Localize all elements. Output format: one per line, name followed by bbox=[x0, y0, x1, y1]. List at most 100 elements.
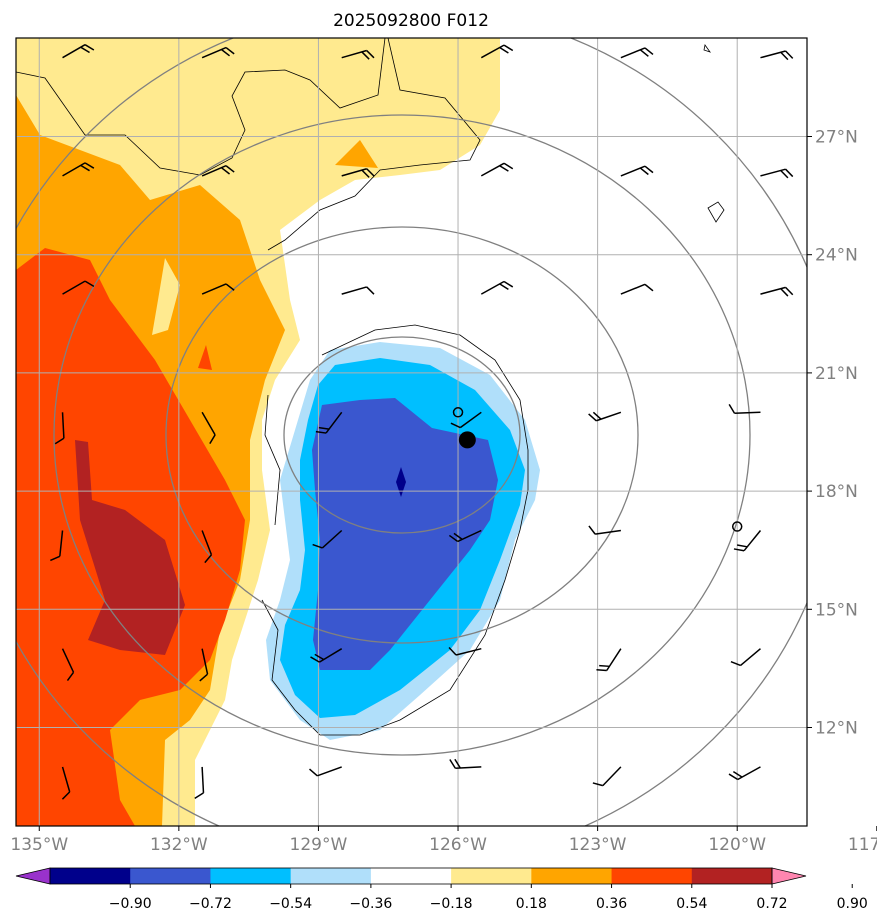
reference-point-marker bbox=[731, 521, 743, 532]
y-tick-label: 27°N bbox=[815, 128, 858, 148]
colorbar-segment bbox=[210, 868, 292, 884]
wind-barb bbox=[61, 766, 71, 800]
map-area bbox=[16, 38, 877, 826]
colorbar-tick-label: −0.36 bbox=[349, 896, 392, 912]
colorbar-over-extend bbox=[771, 867, 807, 885]
wind-barb bbox=[201, 411, 216, 445]
y-tick-label: 21°N bbox=[815, 364, 858, 384]
colorbar-segment bbox=[290, 868, 372, 884]
markers bbox=[452, 407, 743, 532]
wind-barbs bbox=[50, 44, 877, 800]
x-tick-label: 117°W bbox=[848, 835, 877, 855]
x-tick-label: 129°W bbox=[290, 835, 348, 855]
colorbar-segment bbox=[531, 868, 613, 884]
colorbar-under-extend bbox=[15, 867, 51, 885]
wind-barb bbox=[760, 286, 794, 297]
wind-barb bbox=[760, 50, 794, 61]
wind-barb bbox=[448, 646, 482, 656]
colorbar-segment bbox=[451, 868, 532, 884]
wind-barb bbox=[341, 168, 375, 178]
range-ring-9deg bbox=[53, 114, 751, 756]
x-tick-label: 132°W bbox=[150, 835, 208, 855]
wind-barb bbox=[728, 404, 761, 414]
wind-barb bbox=[448, 529, 482, 543]
colorbar-tick-label: 0.54 bbox=[676, 896, 707, 912]
wind-barb bbox=[620, 165, 654, 177]
wind-barb bbox=[50, 530, 64, 562]
wind-barb bbox=[312, 529, 343, 549]
wind-barb bbox=[596, 648, 622, 672]
wind-barb bbox=[480, 162, 514, 177]
wind-barb bbox=[341, 49, 375, 60]
contour-fill-neg0p54 bbox=[312, 398, 498, 670]
wind-barb bbox=[450, 411, 482, 429]
wind-barb bbox=[341, 286, 375, 295]
colorbar-tick-label: 0.72 bbox=[756, 896, 787, 912]
contour-lines bbox=[16, 38, 725, 736]
wind-barb bbox=[760, 168, 794, 179]
y-tick-label: 18°N bbox=[815, 482, 858, 502]
contour-fill-0p72 bbox=[75, 440, 185, 655]
colorbar-tick-label: −0.54 bbox=[269, 896, 312, 912]
colorbar-segment bbox=[370, 868, 452, 884]
colorbar: −0.90 −0.72 −0.54 −0.36 −0.18 0.18 0.36 0.54 0.7… bbox=[15, 867, 868, 912]
colorbar-segment bbox=[50, 868, 131, 884]
wind-barb bbox=[449, 758, 482, 770]
wind-barb bbox=[588, 525, 621, 535]
storm-center-marker bbox=[458, 431, 476, 449]
range-ring-3deg bbox=[283, 336, 521, 534]
wind-barb bbox=[194, 766, 205, 799]
colorbar-segment bbox=[691, 868, 773, 884]
range-ring-6deg bbox=[165, 226, 639, 644]
wind-barb bbox=[309, 766, 342, 777]
wind-barb bbox=[588, 411, 622, 422]
wind-barb bbox=[201, 46, 235, 59]
colorbar-tick-label: −0.72 bbox=[189, 896, 232, 912]
wind-barb bbox=[61, 648, 75, 682]
colorbar-tick-label: −0.90 bbox=[109, 896, 152, 912]
wind-barb bbox=[728, 766, 761, 781]
axis-ticks: 135°W 132°W 129°W 126°W 123°W 120°W 117°W 27°N 2… bbox=[10, 128, 877, 855]
y-tick-label: 12°N bbox=[815, 719, 858, 739]
wind-barb bbox=[620, 283, 654, 295]
wind-barb bbox=[315, 411, 343, 434]
contour-fill-0p36-island bbox=[335, 140, 378, 168]
y-tick-label: 24°N bbox=[815, 246, 858, 266]
wind-barb bbox=[199, 648, 209, 682]
x-tick-label: 120°W bbox=[708, 835, 766, 855]
wind-barb bbox=[869, 523, 877, 548]
map-frame bbox=[15, 37, 808, 827]
wind-barb bbox=[201, 530, 213, 564]
wind-barb bbox=[480, 44, 514, 59]
x-tick-label: 123°W bbox=[569, 835, 627, 855]
colorbar-segment bbox=[611, 868, 693, 884]
wind-barb bbox=[480, 280, 514, 295]
colorbar-tick-label: 0.18 bbox=[516, 896, 547, 912]
contour-fill-0p18-hole bbox=[152, 258, 180, 335]
chart-title: 2025092800 F012 bbox=[333, 11, 489, 31]
wind-barb bbox=[54, 412, 65, 445]
x-tick-label: 135°W bbox=[10, 835, 68, 855]
wind-barb bbox=[62, 162, 95, 177]
wind-barb bbox=[592, 766, 622, 787]
colorbar-segment bbox=[130, 868, 211, 884]
y-tick-label: 15°N bbox=[815, 600, 858, 620]
contour-fill-0p54-blob bbox=[198, 345, 212, 370]
wind-barb bbox=[62, 280, 95, 295]
range-rings bbox=[16, 38, 807, 826]
wind-barb bbox=[201, 165, 235, 177]
colorbar-tick-label: −0.18 bbox=[430, 896, 473, 912]
colorbar-frame bbox=[49, 867, 773, 885]
wind-barb bbox=[868, 758, 877, 773]
wind-barb bbox=[868, 640, 877, 660]
reference-point-marker bbox=[452, 407, 464, 418]
wind-barb bbox=[730, 648, 761, 667]
colorbar-tick-label: 0.36 bbox=[596, 896, 627, 912]
contour-fill-neg0p72 bbox=[396, 467, 406, 497]
wind-barb bbox=[620, 47, 654, 59]
wind-barb bbox=[872, 406, 877, 434]
wind-barb bbox=[310, 648, 343, 663]
wind-barb bbox=[733, 530, 762, 552]
x-tick-label: 126°W bbox=[429, 835, 487, 855]
